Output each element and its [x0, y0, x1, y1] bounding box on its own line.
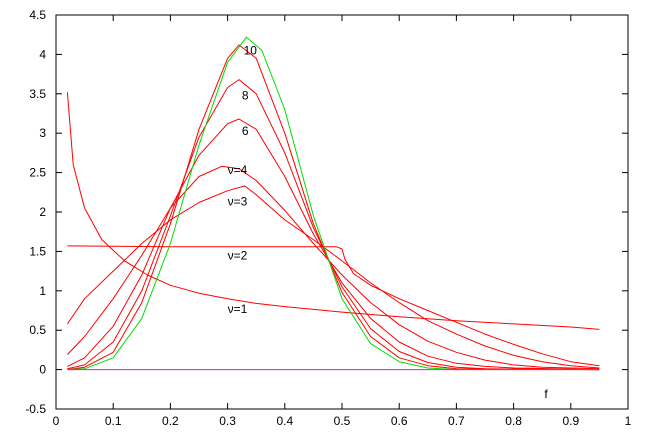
series-label: ν=2	[228, 248, 248, 262]
series-line	[67, 79, 600, 371]
x-tick-label: 1	[625, 414, 632, 428]
series-label: 8	[242, 88, 249, 102]
series-line	[67, 36, 600, 371]
curves	[66, 36, 600, 371]
series-line	[66, 185, 600, 369]
series-label: ν=4	[228, 163, 248, 177]
y-tick-label: 4	[39, 47, 46, 61]
series-line	[66, 92, 600, 330]
plot-frame	[55, 14, 629, 410]
y-tick-label: 3	[39, 126, 46, 140]
y-tick-label: 4.5	[29, 8, 46, 22]
x-tick-label: 0.4	[276, 414, 293, 428]
curve-labels: ν=1 ν=2 ν=3 ν=4 6 8 10	[228, 43, 258, 315]
y-tick-label: 2	[39, 205, 46, 219]
x-tick-label: 0.7	[448, 414, 465, 428]
series-line	[67, 44, 600, 371]
series-line	[67, 118, 600, 371]
x-tick-label: 0.2	[162, 414, 179, 428]
y-tick-label: 3.5	[29, 87, 46, 101]
series-line	[67, 245, 600, 367]
x-tick-label: 0.8	[505, 414, 522, 428]
x-axis-label: f	[544, 387, 548, 401]
series-label: 10	[244, 43, 258, 57]
y-tick-label: -0.5	[25, 402, 46, 416]
x-tick-label: 0.6	[391, 414, 408, 428]
x-tick-label: 0.3	[219, 414, 236, 428]
y-tick-label: 0.5	[29, 323, 46, 337]
series-label: ν=3	[228, 195, 248, 209]
series-line	[67, 165, 600, 370]
ticks: 0 0.1 0.2 0.3 0.4 0.5 0.6 0.7 0.8 0.9 1 -0.5 0 0.5 1 1.…	[25, 8, 631, 428]
y-tick-label: 0	[39, 363, 46, 377]
y-tick-label: 1	[39, 284, 46, 298]
x-tick-label: 0.5	[334, 414, 351, 428]
series-label: 6	[242, 124, 249, 138]
x-tick-label: 0.1	[105, 414, 122, 428]
y-tick-label: 1.5	[29, 244, 46, 258]
x-tick-label: 0	[53, 414, 60, 428]
y-tick-label: 2.5	[29, 166, 46, 180]
series-label: ν=1	[228, 302, 248, 316]
x-tick-label: 0.9	[562, 414, 579, 428]
